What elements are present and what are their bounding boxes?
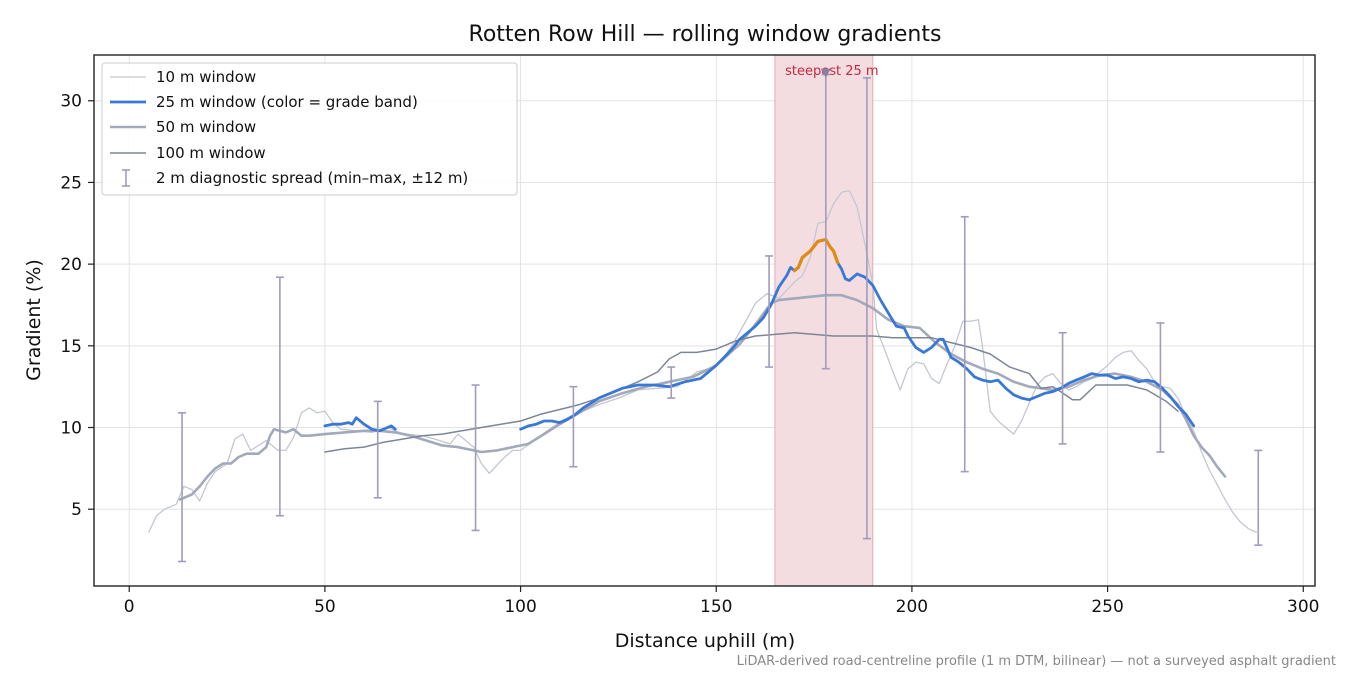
y-tick-label: 15 (60, 337, 82, 357)
series-line-0 (148, 189, 1257, 533)
footnote: LiDAR-derived road-centreline profile (1… (737, 654, 1336, 669)
y-tick-label: 25 (60, 173, 82, 193)
y-tick-label: 10 (60, 419, 82, 439)
steep-grade-segment (792, 238, 840, 273)
plot-frame (93, 54, 1316, 587)
x-tick-label: 0 (124, 597, 135, 617)
y-tick-label: 30 (60, 92, 82, 112)
x-tick-label: 250 (1091, 597, 1123, 617)
legend-label: 25 m window (color = grade band) (156, 93, 418, 111)
y-tick-label: 20 (60, 255, 82, 275)
chart-title: Rotten Row Hill — rolling window gradien… (469, 22, 942, 47)
y-tick-label: 5 (71, 500, 82, 520)
legend-label: 2 m diagnostic spread (min–max, ±12 m) (156, 169, 468, 187)
series-line-3 (324, 332, 1179, 453)
legend-label: 100 m window (156, 144, 266, 162)
steepest-label: steepest 25 m (785, 64, 878, 79)
series-line-1 (519, 238, 1196, 431)
series-line-2 (178, 293, 1227, 501)
legend: 10 m window 25 m window (color = grade ba… (101, 62, 518, 196)
ticks: 0 50 100 150 200 250 300 5 10 15 20 25 30 (60, 92, 1319, 617)
series-line-1 (323, 416, 397, 433)
x-tick-label: 300 (1287, 597, 1319, 617)
steepest-marker (820, 68, 831, 78)
highlight-band-layer: steepest 25 m (774, 54, 879, 587)
x-tick-label: 200 (896, 597, 928, 617)
error-bar-layer (178, 68, 1263, 563)
legend-box (101, 62, 518, 196)
y-axis-label: Gradient (%) (23, 259, 45, 381)
x-tick-label: 150 (700, 597, 732, 617)
legend-label: 10 m window (156, 68, 256, 86)
x-axis-label: Distance uphill (m) (615, 630, 795, 652)
x-tick-label: 50 (314, 597, 336, 617)
x-tick-label: 100 (504, 597, 536, 617)
series-layer (148, 189, 1257, 533)
steepest-band (774, 54, 874, 587)
grid (94, 55, 1315, 586)
legend-label: 50 m window (156, 118, 256, 136)
